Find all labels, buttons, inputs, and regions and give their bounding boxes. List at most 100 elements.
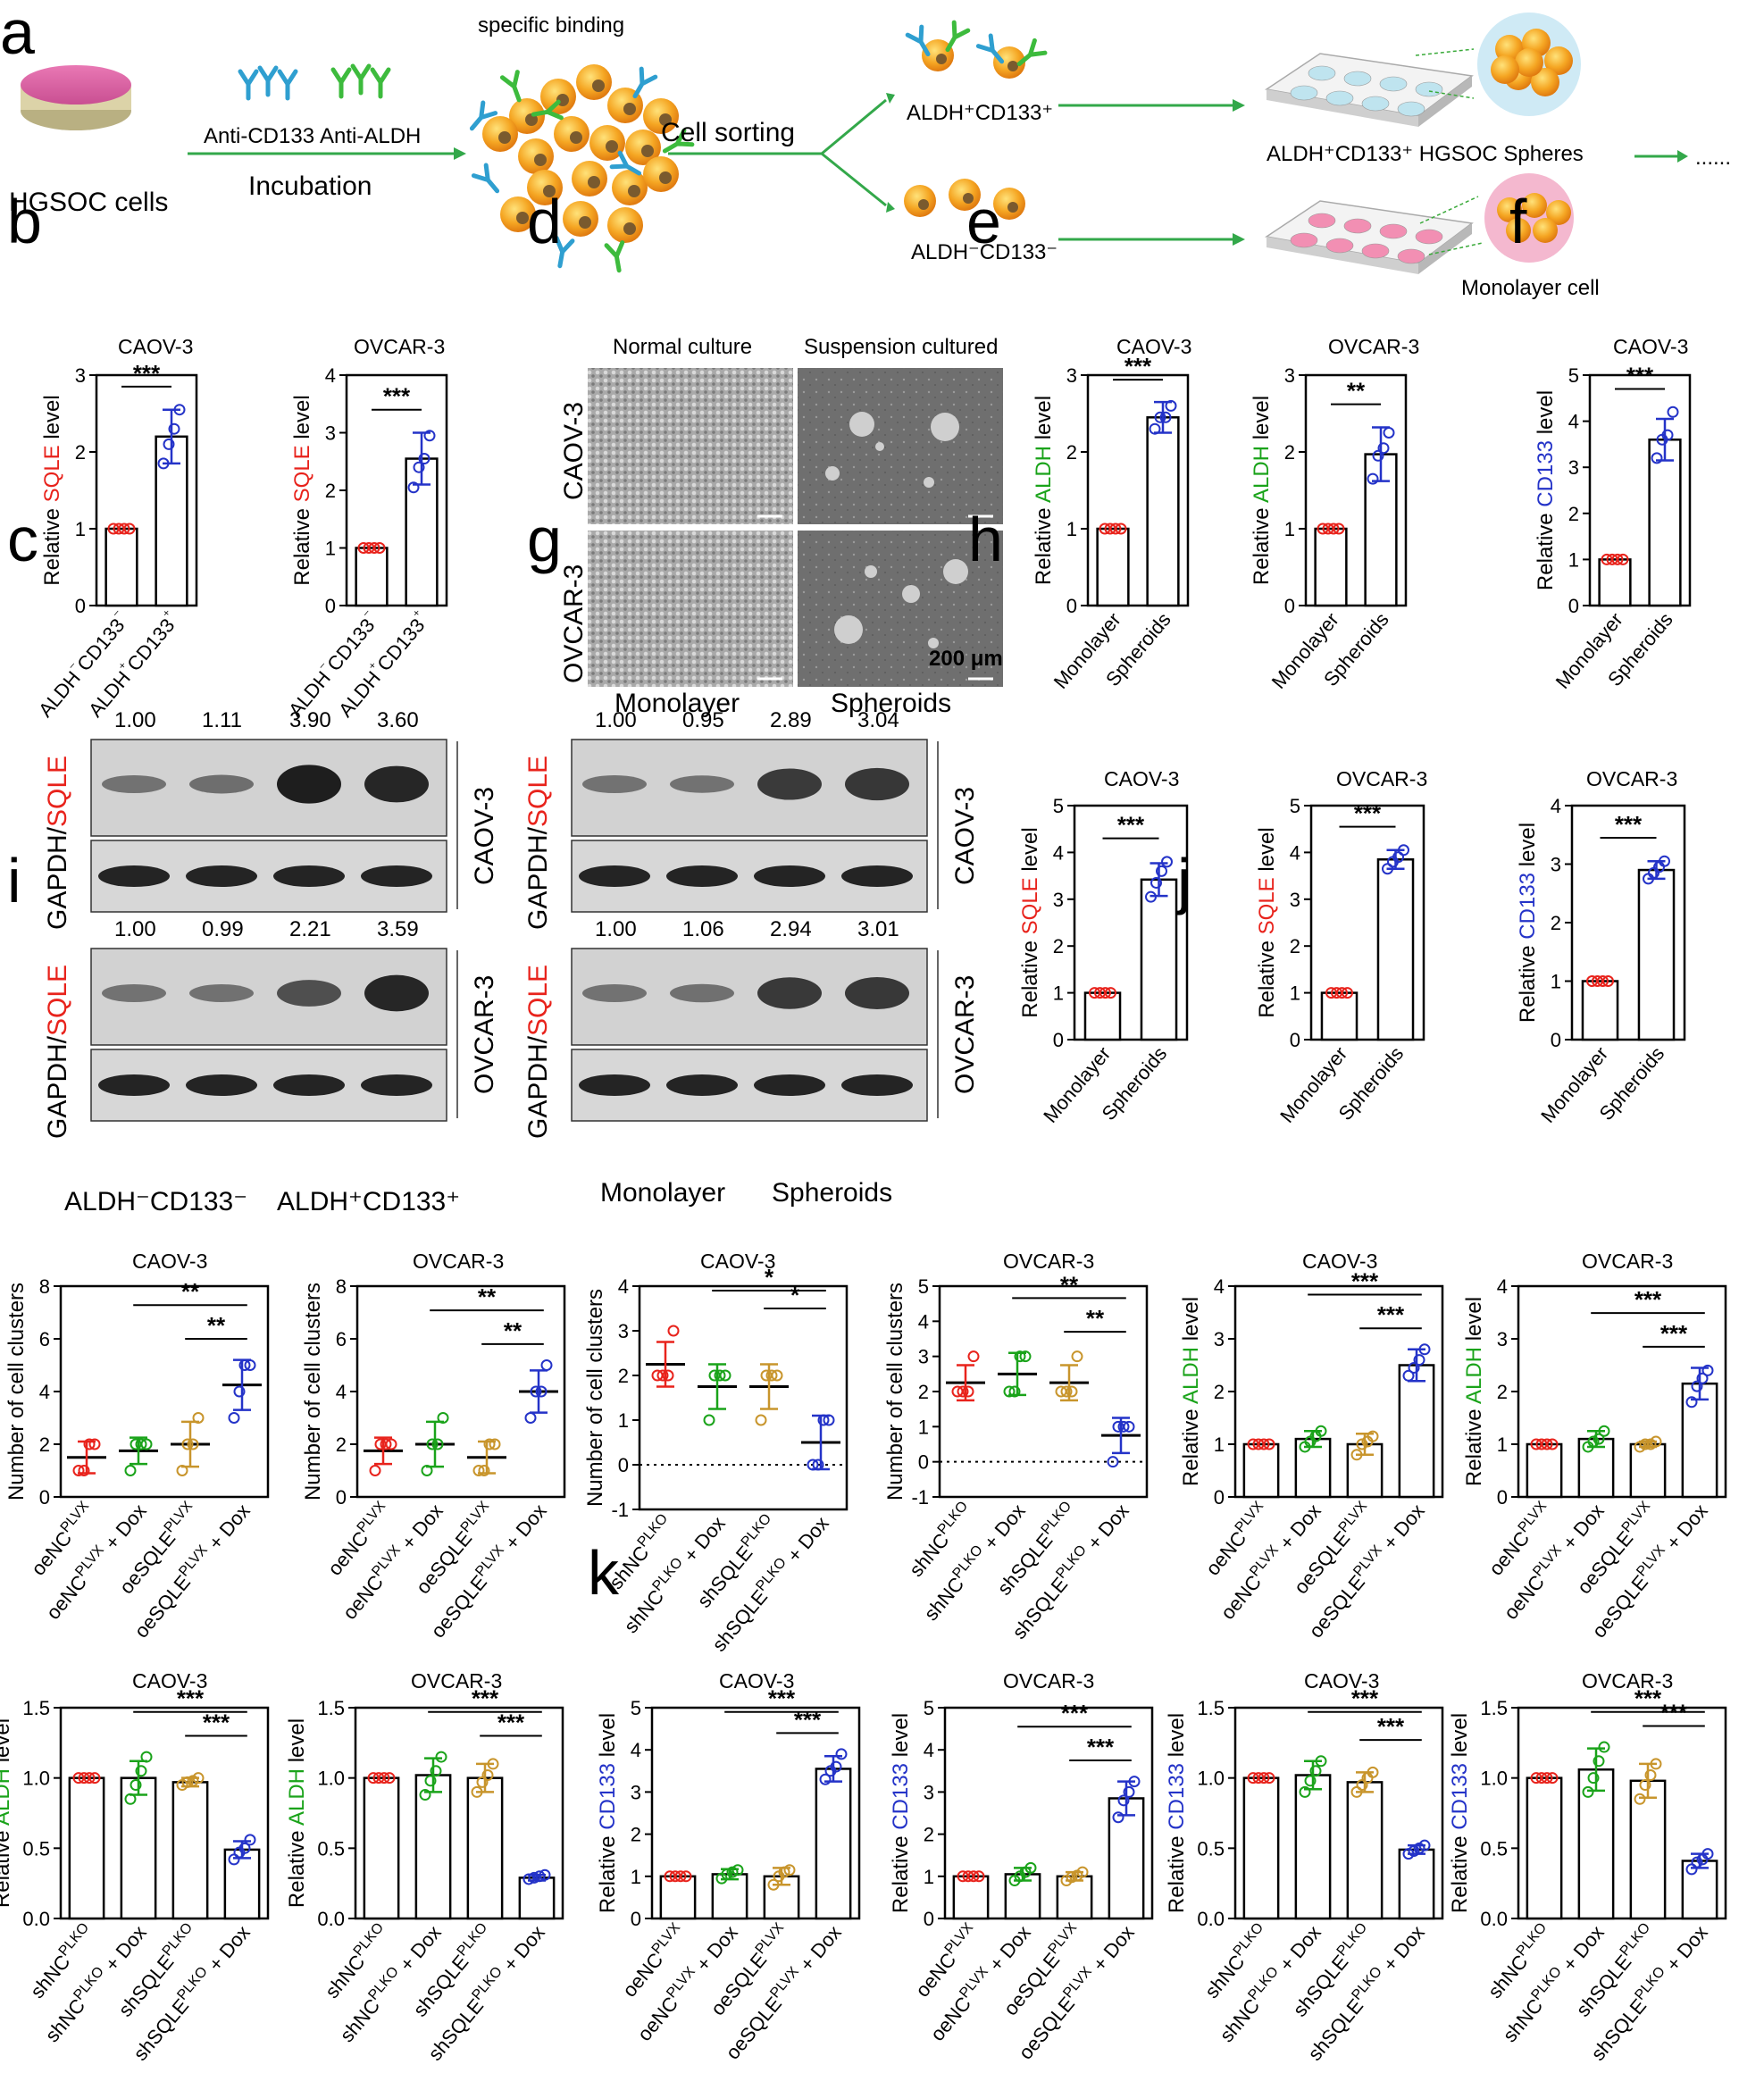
text-span: PLVX bbox=[162, 1499, 196, 1536]
y-tick-label: 0.0 bbox=[317, 1908, 345, 1930]
blot-value: 1.00 bbox=[595, 917, 637, 941]
data-point bbox=[667, 1325, 680, 1337]
panel-d-micrographs: Normal culture Suspension cultured 200 μm C… bbox=[559, 335, 1003, 718]
data-point bbox=[1342, 987, 1353, 999]
well-icon bbox=[1343, 218, 1372, 234]
data-point bbox=[483, 1438, 496, 1450]
text-span: + Dox bbox=[495, 1921, 548, 1979]
text-span: Number of cell clusters bbox=[4, 1283, 29, 1500]
data-point bbox=[1115, 522, 1127, 535]
data-point bbox=[163, 438, 175, 450]
text-span: GAPDH/ bbox=[523, 1035, 553, 1139]
data-point bbox=[1299, 1785, 1311, 1798]
panel-letters: a b c d e f g h i j k bbox=[0, 0, 1527, 1608]
data-point bbox=[962, 1385, 974, 1398]
text-span: Relative bbox=[1448, 1830, 1472, 1913]
y-tick-label: 6 bbox=[336, 1328, 347, 1350]
data-point bbox=[533, 1870, 546, 1883]
data-point bbox=[1145, 890, 1157, 903]
y-tick-label: 0 bbox=[1284, 595, 1295, 617]
antibody-icon bbox=[499, 70, 522, 103]
bar bbox=[1398, 1364, 1435, 1499]
y-tick-label: 2 bbox=[1568, 503, 1579, 525]
arrow-head bbox=[454, 147, 466, 160]
data-point bbox=[1541, 1438, 1553, 1450]
data-point bbox=[1315, 1755, 1327, 1768]
cell-icon bbox=[1544, 46, 1573, 75]
text-span: CD133 bbox=[596, 1763, 620, 1830]
data-point bbox=[656, 1369, 669, 1382]
data-point bbox=[88, 1772, 101, 1785]
data-point bbox=[1149, 422, 1161, 435]
well-icon bbox=[1290, 85, 1318, 101]
data-point bbox=[1587, 1772, 1600, 1785]
antibody-icon bbox=[632, 66, 658, 99]
data-point bbox=[1150, 876, 1162, 889]
data-point bbox=[181, 1776, 194, 1788]
data-point bbox=[1639, 1779, 1651, 1792]
antibody-icon bbox=[609, 150, 642, 176]
spheroid-icon bbox=[931, 413, 959, 441]
text-span: Relative bbox=[1179, 1404, 1203, 1486]
axes-frame bbox=[1073, 804, 1189, 1041]
cell-nucleus-icon bbox=[623, 103, 636, 115]
y-tick-label: 2 bbox=[325, 480, 336, 502]
y-tick-label: 4 bbox=[924, 1739, 934, 1761]
chart-title: OVCAR-3 bbox=[354, 335, 445, 358]
cell-nucleus-icon bbox=[659, 113, 672, 126]
text-span: + Dox bbox=[200, 1500, 254, 1558]
bar bbox=[952, 1875, 990, 1920]
cell-nucleus-icon bbox=[516, 212, 529, 224]
data-point bbox=[1602, 975, 1614, 987]
y-tick-label: 1.5 bbox=[317, 1697, 345, 1719]
y-tick-label: 1 bbox=[325, 538, 336, 560]
data-point bbox=[778, 1866, 790, 1878]
text-span: SQLE bbox=[1018, 877, 1042, 934]
data-point bbox=[1402, 1369, 1415, 1382]
data-point bbox=[830, 1760, 842, 1773]
band-gapdh bbox=[754, 865, 825, 887]
y-tick-label: 2 bbox=[1551, 912, 1561, 934]
data-point bbox=[478, 1465, 490, 1476]
antibody-shape bbox=[531, 99, 564, 121]
data-point bbox=[244, 1834, 256, 1846]
row-caov3: CAOV-3 bbox=[559, 402, 589, 500]
cell-nucleus-icon bbox=[628, 185, 640, 197]
normal-culture-label: Normal culture bbox=[613, 335, 752, 359]
cell-icon bbox=[1533, 218, 1558, 243]
blot-value: 3.60 bbox=[377, 708, 419, 732]
text-span: PLVX bbox=[1233, 1499, 1267, 1536]
cell-nucleus-icon bbox=[641, 145, 654, 157]
data-point bbox=[1315, 1425, 1327, 1437]
aldh-neg-label: ALDH⁻CD133⁻ bbox=[911, 240, 1058, 264]
cell-nucleus-icon bbox=[543, 185, 556, 197]
band-sqle bbox=[102, 984, 166, 1002]
monolayer-label: Monolayer cell bbox=[1461, 276, 1600, 300]
data-point bbox=[1408, 1361, 1420, 1374]
text-span: CD133 bbox=[1516, 873, 1540, 940]
text-span: PLVX bbox=[1619, 1499, 1654, 1536]
text-span: ALDH bbox=[1032, 446, 1056, 503]
data-point bbox=[489, 1438, 501, 1450]
chart-title: CAOV-3 bbox=[132, 1669, 207, 1693]
cell-icon bbox=[1531, 68, 1559, 96]
y-tick-label: 0.0 bbox=[22, 1908, 50, 1930]
y-tick-label: 3 bbox=[1053, 889, 1064, 911]
y-axis-label: Relative SQLE level bbox=[1255, 827, 1279, 1017]
y-tick-label: 1.5 bbox=[22, 1697, 50, 1719]
zoom-line bbox=[1419, 196, 1479, 224]
cell-nucleus-icon bbox=[659, 171, 672, 184]
y-tick-label: 0.5 bbox=[22, 1837, 50, 1860]
text-span: level bbox=[889, 1713, 913, 1763]
zoom-line bbox=[1428, 242, 1484, 255]
blot-value: 0.99 bbox=[202, 917, 244, 941]
antibody-shape bbox=[632, 66, 658, 99]
y-tick-label: 3 bbox=[75, 364, 86, 387]
chart-title: CAOV-3 bbox=[1116, 335, 1191, 358]
band-sqle bbox=[189, 774, 254, 794]
y-axis-label: Number of cell clusters bbox=[4, 1283, 29, 1500]
text-span: + Dox bbox=[1554, 1500, 1608, 1558]
